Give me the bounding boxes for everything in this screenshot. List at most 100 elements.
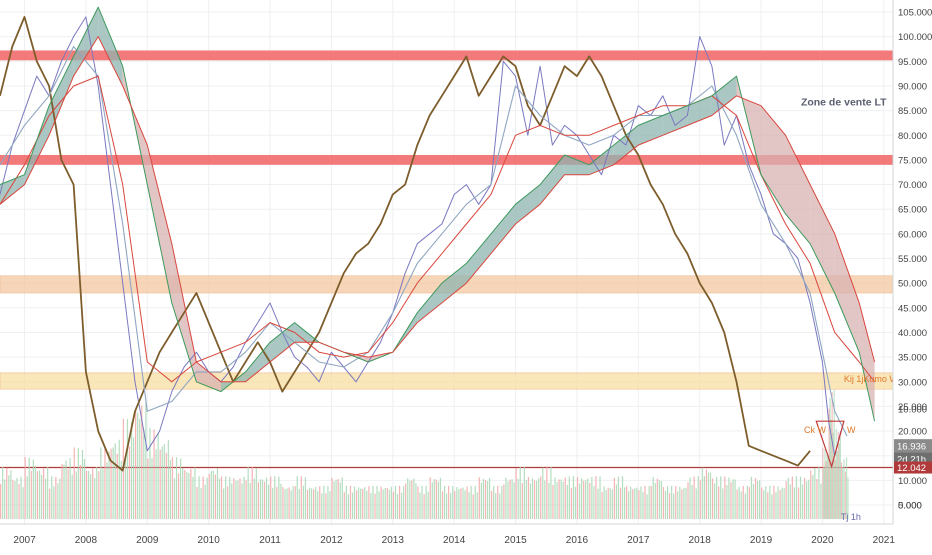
volume-bar bbox=[237, 481, 238, 519]
volume-bar bbox=[378, 492, 379, 519]
volume-bar bbox=[828, 456, 829, 519]
volume-bar bbox=[436, 480, 437, 519]
volume-bar bbox=[788, 478, 789, 519]
volume-bar bbox=[282, 487, 283, 519]
volume-bar bbox=[544, 481, 545, 519]
volume-bar bbox=[493, 486, 494, 519]
time-tick-label: 2014 bbox=[443, 535, 466, 546]
volume-bar bbox=[796, 476, 797, 519]
volume-bar bbox=[790, 484, 791, 519]
volume-bar bbox=[4, 479, 5, 519]
volume-bar bbox=[47, 467, 48, 519]
volume-bar bbox=[241, 483, 242, 519]
volume-bar bbox=[286, 488, 287, 519]
volume-bar bbox=[262, 480, 263, 519]
volume-bar bbox=[810, 470, 811, 519]
volume-bar bbox=[610, 488, 611, 519]
price-tick-label: 95.000 bbox=[898, 57, 927, 68]
volume-bar bbox=[403, 486, 404, 519]
volume-bar bbox=[450, 493, 451, 519]
volume-bar bbox=[477, 492, 478, 519]
volume-bar bbox=[739, 487, 740, 519]
volume-bar bbox=[509, 480, 510, 519]
volume-bar bbox=[759, 480, 760, 519]
volume-bar bbox=[507, 482, 508, 519]
volume-bar bbox=[426, 486, 427, 519]
volume-bar bbox=[575, 487, 576, 519]
price-tick-label: 45.000 bbox=[898, 303, 927, 314]
volume-bar bbox=[542, 467, 543, 519]
volume-bar bbox=[696, 488, 697, 519]
volume-bar bbox=[462, 488, 463, 519]
volume-bar bbox=[139, 419, 140, 519]
volume-bar bbox=[456, 487, 457, 519]
time-tick-label: 2021 bbox=[873, 535, 896, 546]
volume-bar bbox=[540, 476, 541, 519]
volume-bar bbox=[745, 494, 746, 519]
volume-bar bbox=[702, 468, 703, 519]
price-tick-label: 70.000 bbox=[898, 180, 927, 191]
volume-bar bbox=[827, 452, 828, 519]
volume-bar bbox=[170, 460, 171, 519]
volume-bar bbox=[769, 486, 770, 519]
volume-bar bbox=[749, 487, 750, 519]
volume-bar bbox=[591, 477, 592, 519]
volume-bar bbox=[74, 447, 75, 519]
volume-bar bbox=[840, 437, 841, 519]
volume-bar bbox=[215, 475, 216, 519]
volume-bar bbox=[231, 483, 232, 519]
volume-bar bbox=[710, 472, 711, 519]
annotation-label: Kij 1jKumo W bbox=[844, 374, 899, 384]
volume-bar bbox=[323, 486, 324, 519]
volume-bar bbox=[843, 459, 844, 519]
volume-bar bbox=[804, 478, 805, 519]
volume-bar bbox=[198, 476, 199, 519]
time-tick-label: 2008 bbox=[75, 535, 98, 546]
volume-bar bbox=[31, 471, 32, 519]
volume-bar bbox=[481, 483, 482, 519]
volume-bar bbox=[411, 480, 412, 519]
volume-bar bbox=[563, 482, 564, 519]
volume-bar bbox=[55, 477, 56, 519]
volume-bar bbox=[724, 476, 725, 519]
volume-bar bbox=[526, 480, 527, 519]
volume-bar bbox=[33, 460, 34, 519]
volume-bar bbox=[200, 488, 201, 519]
volume-bar bbox=[491, 491, 492, 519]
volume-bar bbox=[777, 486, 778, 519]
volume-bar bbox=[338, 479, 339, 519]
volume-bar bbox=[655, 483, 656, 519]
volume-bar bbox=[691, 485, 692, 519]
volume-bar bbox=[37, 471, 38, 519]
volume-bar bbox=[808, 480, 809, 519]
volume-bar bbox=[820, 483, 821, 519]
volume-bar bbox=[554, 478, 555, 519]
volume-bar bbox=[630, 487, 631, 519]
volume-bar bbox=[714, 483, 715, 519]
volume-bar bbox=[579, 484, 580, 519]
volume-bar bbox=[779, 490, 780, 519]
volume-bar bbox=[434, 479, 435, 519]
volume-bar bbox=[6, 468, 7, 519]
volume-bar bbox=[800, 477, 801, 519]
volume-bar bbox=[798, 488, 799, 519]
volume-bar bbox=[663, 487, 664, 519]
volume-bar bbox=[677, 491, 678, 519]
volume-bar bbox=[837, 451, 838, 519]
volume-bar bbox=[407, 478, 408, 519]
volume-bar bbox=[767, 492, 768, 519]
volume-bar bbox=[806, 481, 807, 519]
volume-bar bbox=[205, 485, 206, 519]
volume-bar bbox=[687, 482, 688, 519]
volume-bar bbox=[685, 488, 686, 519]
volume-bar bbox=[229, 477, 230, 519]
volume-bar bbox=[822, 448, 823, 519]
volume-bar bbox=[284, 489, 285, 519]
volume-bar bbox=[593, 486, 594, 519]
volume-bar bbox=[63, 465, 64, 519]
volume-bar bbox=[659, 480, 660, 519]
volume-bar bbox=[342, 477, 343, 519]
volume-bar bbox=[264, 482, 265, 519]
volume-bar bbox=[225, 476, 226, 519]
